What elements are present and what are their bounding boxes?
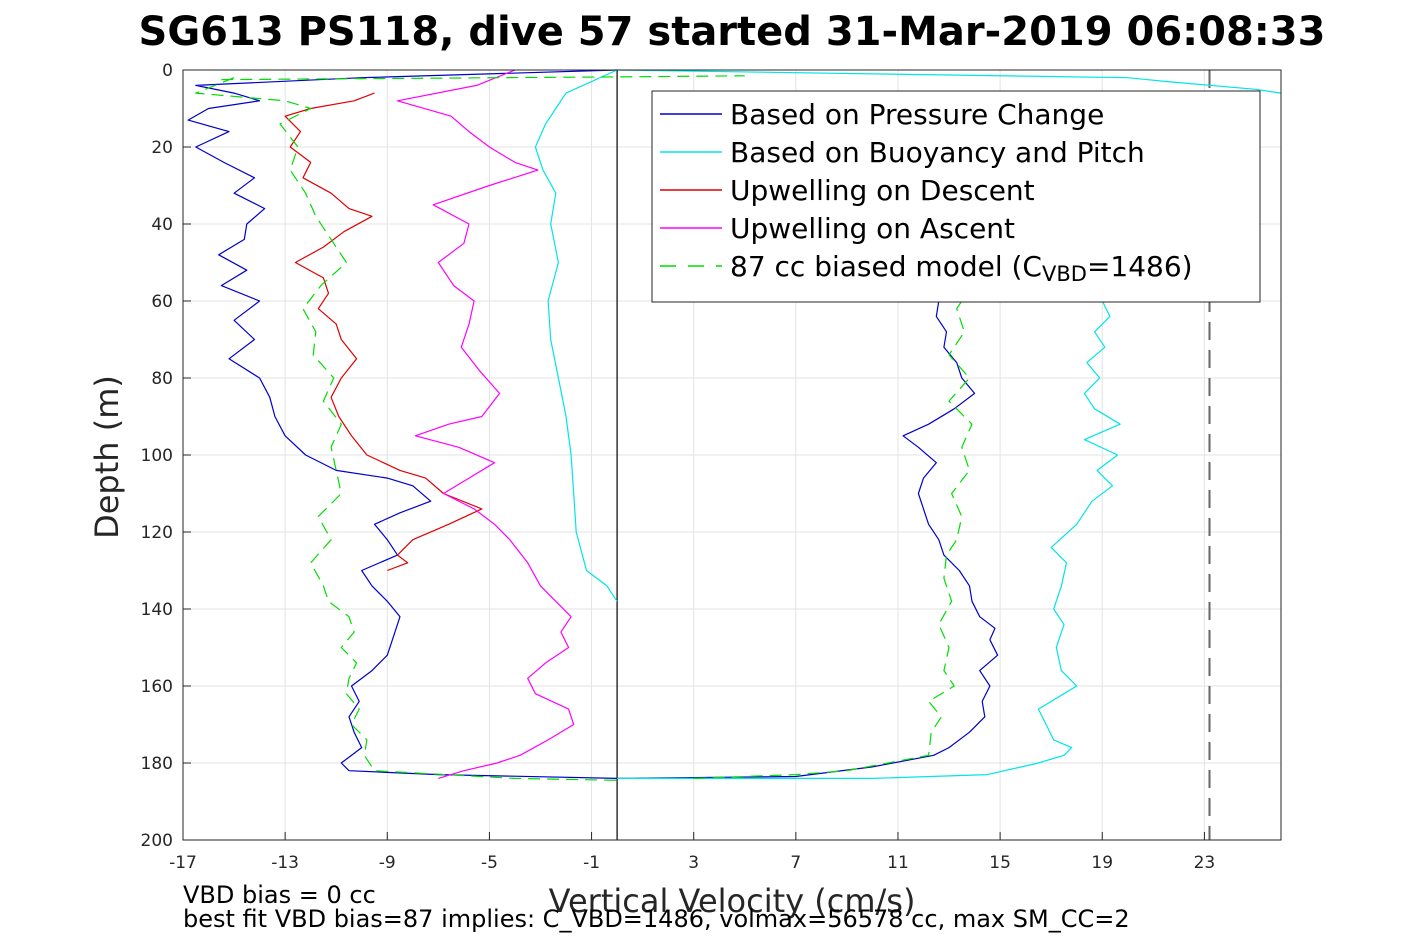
plot-frame <box>182 69 1282 841</box>
series-model_ascent <box>693 300 973 779</box>
x-tick-label: -17 <box>169 853 197 873</box>
series-upwelling_descent <box>284 92 483 572</box>
legend-label: Upwelling on Descent <box>730 174 1035 207</box>
y-tick-label: 80 <box>151 369 173 389</box>
y-tick-label: 100 <box>141 446 173 466</box>
y-tick-labels: 0 20 40 60 80 100 120 140 160 180 200 <box>141 61 173 851</box>
x-tick-labels: -17 -13 -9 -5 -1 3 7 11 15 19 23 <box>169 853 1215 873</box>
series-buoyancy_descent <box>534 69 618 602</box>
series-buoyancy_top <box>617 69 1282 94</box>
x-tick-label: -13 <box>271 853 299 873</box>
y-tick-label: 120 <box>141 523 173 543</box>
legend-label: Based on Pressure Change <box>730 98 1104 131</box>
x-tick-label: 19 <box>1091 853 1113 873</box>
series-pressure_ascent <box>617 300 999 779</box>
x-tick-label: -9 <box>379 853 396 873</box>
x-tick-label: -1 <box>583 853 600 873</box>
legend-label: 87 cc biased model (CVBD=1486) <box>730 250 1193 286</box>
x-tick-label: -5 <box>481 853 498 873</box>
legend-label-main: 87 cc biased model (C <box>730 250 1042 283</box>
y-tick-label: 60 <box>151 292 173 312</box>
y-tick-label: 160 <box>141 677 173 697</box>
x-axis-label: Vertical Velocity (cm/s) <box>549 882 916 920</box>
series-model_descent <box>195 77 618 781</box>
chart-title: SG613 PS118, dive 57 started 31-Mar-2019… <box>139 9 1326 55</box>
legend-label-subscript: VBD <box>1042 262 1087 286</box>
series-model_top <box>221 75 745 81</box>
legend-box <box>651 90 1261 303</box>
x-tick-label: 15 <box>989 853 1011 873</box>
y-tick-label: 0 <box>162 61 173 81</box>
x-tick-label: 3 <box>688 853 699 873</box>
series-upwelling_ascent <box>396 69 575 779</box>
x-tick-label: 23 <box>1194 853 1216 873</box>
series-buoyancy_ascent <box>617 300 1121 780</box>
legend-label-end: =1486) <box>1087 250 1193 283</box>
y-axis-label: Depth (m) <box>88 375 126 539</box>
footer-line-2: best fit VBD bias=87 implies: C_VBD=1486… <box>183 905 1130 933</box>
legend-label: Upwelling on Ascent <box>730 212 1015 245</box>
y-tick-label: 180 <box>141 754 173 774</box>
legend-label: Based on Buoyancy and Pitch <box>730 136 1145 169</box>
y-tick-label: 40 <box>151 215 173 235</box>
x-tick-label: 11 <box>887 853 909 873</box>
series-group <box>187 69 1282 781</box>
y-tick-label: 20 <box>151 138 173 158</box>
series-pressure_descent <box>187 69 618 779</box>
x-tick-label: 7 <box>790 853 801 873</box>
y-tick-label: 200 <box>141 831 173 851</box>
y-tick-label: 140 <box>141 600 173 620</box>
footer-line-1: VBD bias = 0 cc <box>183 881 376 909</box>
legend: Based on Pressure Change Based on Buoyanc… <box>651 90 1261 303</box>
